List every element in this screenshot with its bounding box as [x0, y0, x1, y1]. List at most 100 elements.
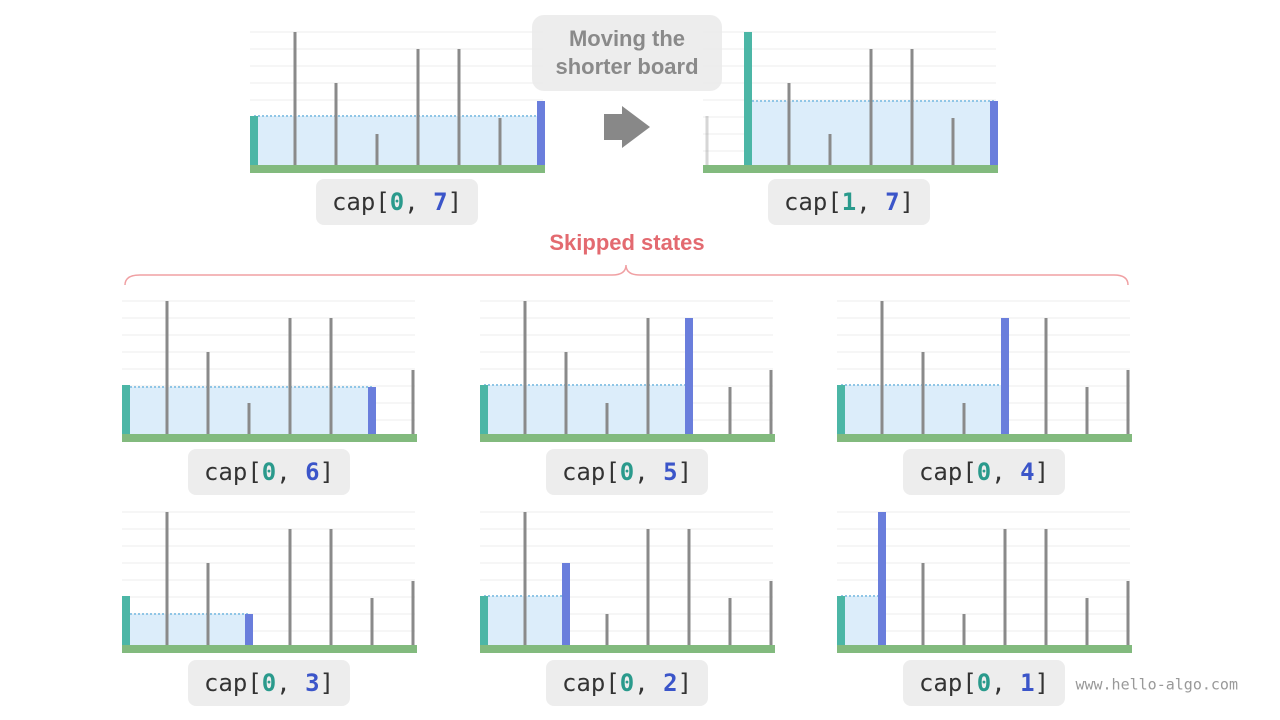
label-box: [188, 660, 350, 706]
label-part: ,: [991, 669, 1020, 697]
board: [245, 614, 253, 648]
label-part: ]: [678, 458, 692, 486]
board: [687, 529, 691, 648]
label-box: [546, 449, 708, 495]
water: [841, 596, 882, 648]
watermark: www.hello-algo.com: [1075, 676, 1238, 694]
label-part: 0: [977, 669, 991, 697]
board: [605, 403, 609, 437]
skipped-label: Skipped states: [549, 230, 704, 255]
board: [962, 614, 966, 648]
board: [206, 563, 210, 648]
label-part: 0: [262, 458, 276, 486]
label-part: 2: [663, 669, 677, 697]
board: [878, 512, 886, 648]
board: [247, 403, 251, 437]
title-line: Moving the: [569, 26, 685, 51]
board: [165, 512, 169, 648]
state-label: cap[0, 7]: [332, 188, 462, 216]
label-part: cap[: [204, 669, 262, 697]
label-part: 0: [390, 188, 404, 216]
board: [375, 134, 379, 168]
board: [523, 301, 527, 437]
board: [1044, 529, 1048, 648]
label-part: cap[: [784, 188, 842, 216]
board: [480, 385, 488, 437]
title-line: shorter board: [555, 54, 698, 79]
board: [334, 83, 338, 168]
board: [769, 581, 773, 648]
board: [728, 387, 732, 437]
brace: [124, 264, 1129, 286]
label-box: [546, 660, 708, 706]
label-part: cap[: [204, 458, 262, 486]
board: [1126, 581, 1130, 648]
label-part: 1: [1020, 669, 1034, 697]
board: [769, 370, 773, 437]
board: [457, 49, 461, 168]
board: [921, 563, 925, 648]
state-label: cap[0, 6]: [204, 458, 334, 486]
ground: [122, 645, 417, 653]
label-part: 1: [842, 188, 856, 216]
board: [368, 387, 376, 437]
board: [293, 32, 297, 168]
board: [411, 581, 415, 648]
state-label: cap[1, 7]: [784, 188, 914, 216]
label-part: cap[: [332, 188, 390, 216]
label-part: ,: [634, 669, 663, 697]
board: [828, 134, 832, 168]
label-part: ,: [991, 458, 1020, 486]
label-box: [768, 179, 930, 225]
label-part: 5: [663, 458, 677, 486]
ground: [837, 434, 1132, 442]
label-part: ]: [320, 458, 334, 486]
board: [951, 118, 955, 168]
water: [254, 116, 541, 168]
board: [1085, 387, 1089, 437]
label-part: 4: [1020, 458, 1034, 486]
board: [329, 529, 333, 648]
label-part: 0: [977, 458, 991, 486]
label-part: ]: [1035, 458, 1049, 486]
label-part: 0: [262, 669, 276, 697]
label-part: 0: [620, 458, 634, 486]
board: [498, 118, 502, 168]
board: [122, 385, 130, 437]
board: [416, 49, 420, 168]
board: [1003, 529, 1007, 648]
board: [837, 385, 845, 437]
label-box: [903, 449, 1065, 495]
board: [605, 614, 609, 648]
water: [126, 614, 249, 648]
board: [646, 318, 650, 437]
board: [1085, 598, 1089, 648]
board: [685, 318, 693, 437]
water: [484, 385, 689, 437]
board: [250, 116, 258, 168]
label-part: 7: [433, 188, 447, 216]
ground: [703, 165, 998, 173]
board: [837, 596, 845, 648]
label-part: 3: [305, 669, 319, 697]
label-box: [316, 179, 478, 225]
label-part: ]: [320, 669, 334, 697]
board: [165, 301, 169, 437]
ground: [480, 645, 775, 653]
board: [787, 83, 791, 168]
ground: [122, 434, 417, 442]
label-part: cap[: [919, 669, 977, 697]
label-part: ,: [634, 458, 663, 486]
label-part: 7: [885, 188, 899, 216]
board: [705, 116, 709, 168]
label-part: ]: [678, 669, 692, 697]
label-part: cap[: [919, 458, 977, 486]
label-part: 6: [305, 458, 319, 486]
board: [869, 49, 873, 168]
board: [411, 370, 415, 437]
title-box: [532, 15, 722, 91]
board: [288, 318, 292, 437]
board: [370, 598, 374, 648]
label-part: ,: [404, 188, 433, 216]
